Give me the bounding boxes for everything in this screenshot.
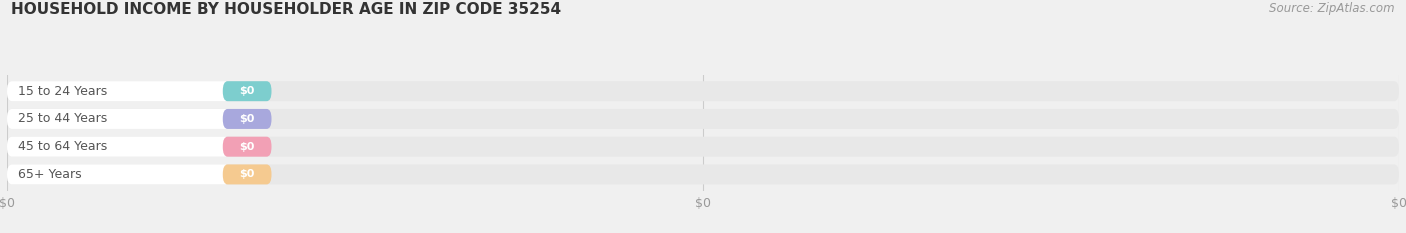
FancyBboxPatch shape [7, 137, 1399, 157]
FancyBboxPatch shape [7, 81, 229, 101]
FancyBboxPatch shape [222, 109, 271, 129]
FancyBboxPatch shape [7, 164, 1399, 184]
FancyBboxPatch shape [7, 81, 1399, 101]
FancyBboxPatch shape [7, 164, 229, 184]
Text: Source: ZipAtlas.com: Source: ZipAtlas.com [1270, 2, 1395, 15]
FancyBboxPatch shape [7, 109, 229, 129]
Text: 25 to 44 Years: 25 to 44 Years [18, 113, 107, 125]
Text: $0: $0 [239, 169, 254, 179]
FancyBboxPatch shape [7, 109, 1399, 129]
Text: 15 to 24 Years: 15 to 24 Years [18, 85, 107, 98]
Text: $0: $0 [239, 142, 254, 152]
FancyBboxPatch shape [222, 137, 271, 157]
FancyBboxPatch shape [222, 81, 271, 101]
FancyBboxPatch shape [222, 164, 271, 184]
Text: 45 to 64 Years: 45 to 64 Years [18, 140, 107, 153]
Text: $0: $0 [239, 86, 254, 96]
Text: 65+ Years: 65+ Years [18, 168, 82, 181]
Text: HOUSEHOLD INCOME BY HOUSEHOLDER AGE IN ZIP CODE 35254: HOUSEHOLD INCOME BY HOUSEHOLDER AGE IN Z… [11, 2, 561, 17]
FancyBboxPatch shape [7, 137, 229, 157]
Text: $0: $0 [239, 114, 254, 124]
